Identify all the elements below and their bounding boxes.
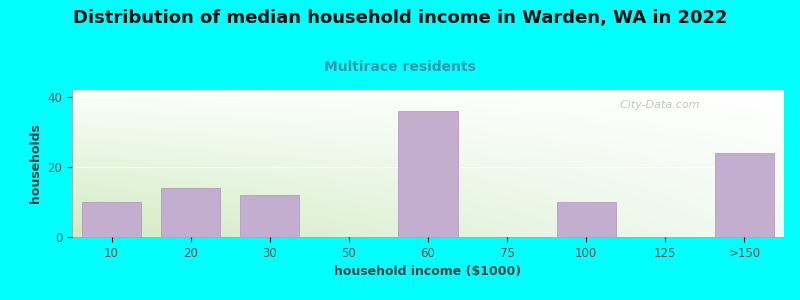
Bar	[82, 202, 142, 237]
X-axis label: household income ($1000): household income ($1000)	[334, 265, 522, 278]
Bar	[557, 202, 616, 237]
Bar	[714, 153, 774, 237]
Bar	[398, 111, 458, 237]
Y-axis label: households: households	[29, 124, 42, 203]
Text: Distribution of median household income in Warden, WA in 2022: Distribution of median household income …	[73, 9, 727, 27]
Bar	[240, 195, 299, 237]
Text: City-Data.com: City-Data.com	[613, 100, 700, 110]
Bar	[161, 188, 220, 237]
Text: Multirace residents: Multirace residents	[324, 60, 476, 74]
